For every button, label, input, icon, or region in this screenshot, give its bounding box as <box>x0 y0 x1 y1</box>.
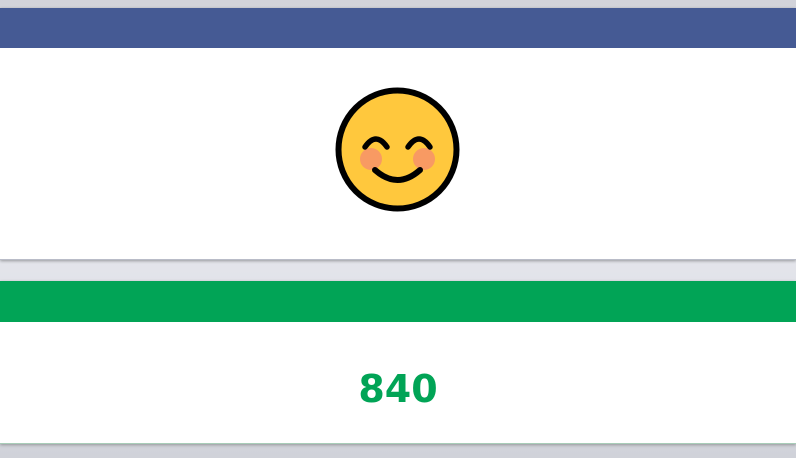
score-card-header <box>0 281 796 322</box>
smiling-face-icon <box>335 87 460 212</box>
score-card: 840 <box>0 281 796 444</box>
score-value: 840 <box>358 367 438 411</box>
mood-card <box>0 8 796 260</box>
mood-card-header <box>0 8 796 48</box>
